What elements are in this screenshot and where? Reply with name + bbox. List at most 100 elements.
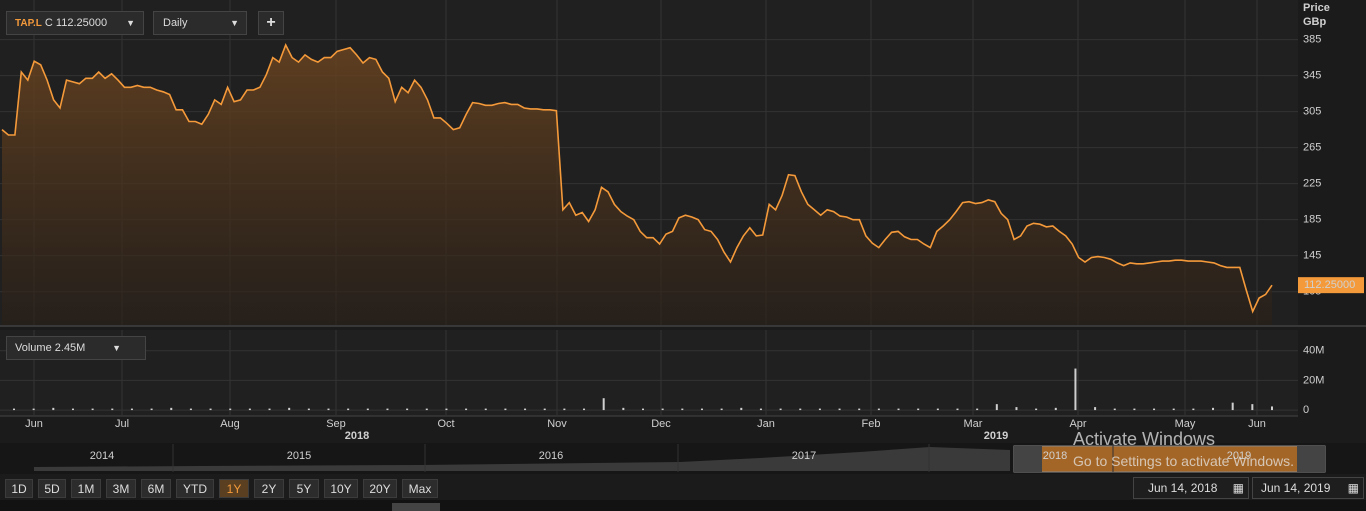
calendar-icon[interactable]: ▦ (1347, 481, 1359, 495)
navigator-handle[interactable] (1014, 446, 1042, 472)
x-tick-label: Oct (437, 418, 454, 430)
volume-bar (52, 407, 55, 411)
y-tick-label: 265 (1303, 142, 1321, 154)
x-tick-label: Jun (1248, 418, 1266, 430)
volume-bar (32, 408, 35, 411)
symbol: TAP.L (15, 17, 42, 29)
volume-bar (150, 408, 153, 411)
navigator-handle[interactable] (1297, 446, 1325, 472)
volume-bar (524, 408, 527, 411)
volume-bar (307, 408, 310, 411)
volume-bar (661, 408, 664, 411)
volume-bar (799, 408, 802, 411)
volume-bar (740, 407, 743, 411)
add-button[interactable]: + (258, 11, 284, 35)
volume-bar (858, 408, 861, 411)
volume-bar (1231, 402, 1234, 411)
x-tick-label: Nov (547, 418, 567, 430)
scroll-strip (0, 500, 1366, 511)
dropdown-arrow[interactable]: ▼ (112, 343, 121, 353)
navigator-year: 2014 (90, 450, 114, 462)
volume-bar (465, 408, 468, 411)
price-area (2, 45, 1272, 325)
dropdown-arrow[interactable]: ▼ (126, 18, 135, 28)
volume-bar (759, 408, 762, 411)
range-button[interactable]: Max (402, 479, 438, 498)
volume-bar (956, 408, 959, 411)
volume-bar (642, 408, 644, 411)
navigator-shape (34, 447, 1010, 471)
volume-bar (288, 407, 291, 411)
volume-bar (1035, 408, 1038, 411)
x-tick-label: Mar (964, 418, 983, 430)
volume-bar (1133, 408, 1136, 411)
price-line (1, 43, 1273, 314)
range-button[interactable]: 2Y (254, 479, 284, 498)
x-tick-label: Jan (757, 418, 775, 430)
volume-bar (248, 408, 251, 411)
volume-bar (13, 408, 15, 411)
volume-bar (209, 408, 212, 411)
y-tick-label: 225 (1303, 178, 1321, 190)
watermark-title: Activate Windows (1073, 429, 1216, 449)
y-tick-label: 305 (1303, 106, 1321, 118)
volume-bar (1172, 408, 1175, 411)
date-from[interactable]: Jun 14, 2018 ▦ (1133, 477, 1249, 499)
range-button[interactable]: 20Y (363, 479, 397, 498)
interval-box[interactable]: Daily ▼ (153, 11, 247, 35)
volume-bar (229, 408, 232, 411)
volume-bar (1113, 408, 1116, 411)
volume-bar (91, 408, 94, 411)
volume-bar (563, 408, 566, 411)
scroll-thumb[interactable] (392, 503, 440, 511)
volume-bar (366, 408, 369, 411)
volume-bar (583, 408, 586, 411)
volume-bar (602, 398, 605, 411)
last-value-label: 112.25000 (1304, 279, 1355, 291)
volume-legend: Volume (15, 342, 52, 354)
volume-bar (818, 408, 821, 411)
volume-tick-label: 0 (1303, 404, 1309, 416)
range-button[interactable]: 1Y (219, 479, 249, 498)
range-button[interactable]: 5Y (289, 479, 319, 498)
year-label: 2019 (984, 430, 1008, 442)
x-tick-label: May (1175, 418, 1196, 430)
navigator-year: 2018 (1043, 450, 1067, 462)
x-tick-label: Dec (651, 418, 671, 430)
last-value-box (1298, 277, 1364, 294)
volume-bar (71, 408, 74, 411)
navigator-year: 2016 (539, 450, 563, 462)
volume-bar (700, 408, 703, 411)
volume-bar (130, 408, 133, 411)
range-button[interactable]: 1M (71, 479, 101, 498)
year-label: 2018 (345, 430, 369, 442)
volume-bar (1015, 407, 1018, 411)
range-button[interactable]: 1D (5, 479, 33, 498)
date-to-text: Jun 14, 2019 (1261, 481, 1331, 495)
volume-bar (720, 408, 723, 411)
range-button[interactable]: 5D (38, 479, 66, 498)
volume-box[interactable]: Volume 2.45M ▼ (6, 336, 146, 360)
range-button[interactable]: 6M (141, 479, 171, 498)
volume-bar (1192, 408, 1195, 411)
symbol-box[interactable]: TAP.L C 112.25000 ▼ (6, 11, 144, 35)
x-tick-label: Jun (25, 418, 43, 430)
dropdown-arrow[interactable]: ▼ (230, 18, 239, 28)
range-button[interactable]: 10Y (324, 479, 358, 498)
volume-bar (327, 408, 330, 411)
volume-bar (936, 408, 939, 411)
volume-bar (1153, 408, 1156, 411)
y-tick-label: 185 (1303, 214, 1321, 226)
range-button[interactable]: YTD (176, 479, 214, 498)
navigator-year: 2017 (792, 450, 816, 462)
volume-panel (0, 330, 1298, 416)
navigator-selection[interactable] (1013, 445, 1326, 473)
range-button[interactable]: 3M (106, 479, 136, 498)
x-tick-label: Sep (326, 418, 346, 430)
navigator-year: 2019 (1227, 450, 1251, 462)
calendar-icon[interactable]: ▦ (1232, 481, 1244, 495)
watermark-subtitle: Go to Settings to activate Windows. (1073, 453, 1294, 469)
date-to[interactable]: Jun 14, 2019 ▦ (1252, 477, 1364, 499)
